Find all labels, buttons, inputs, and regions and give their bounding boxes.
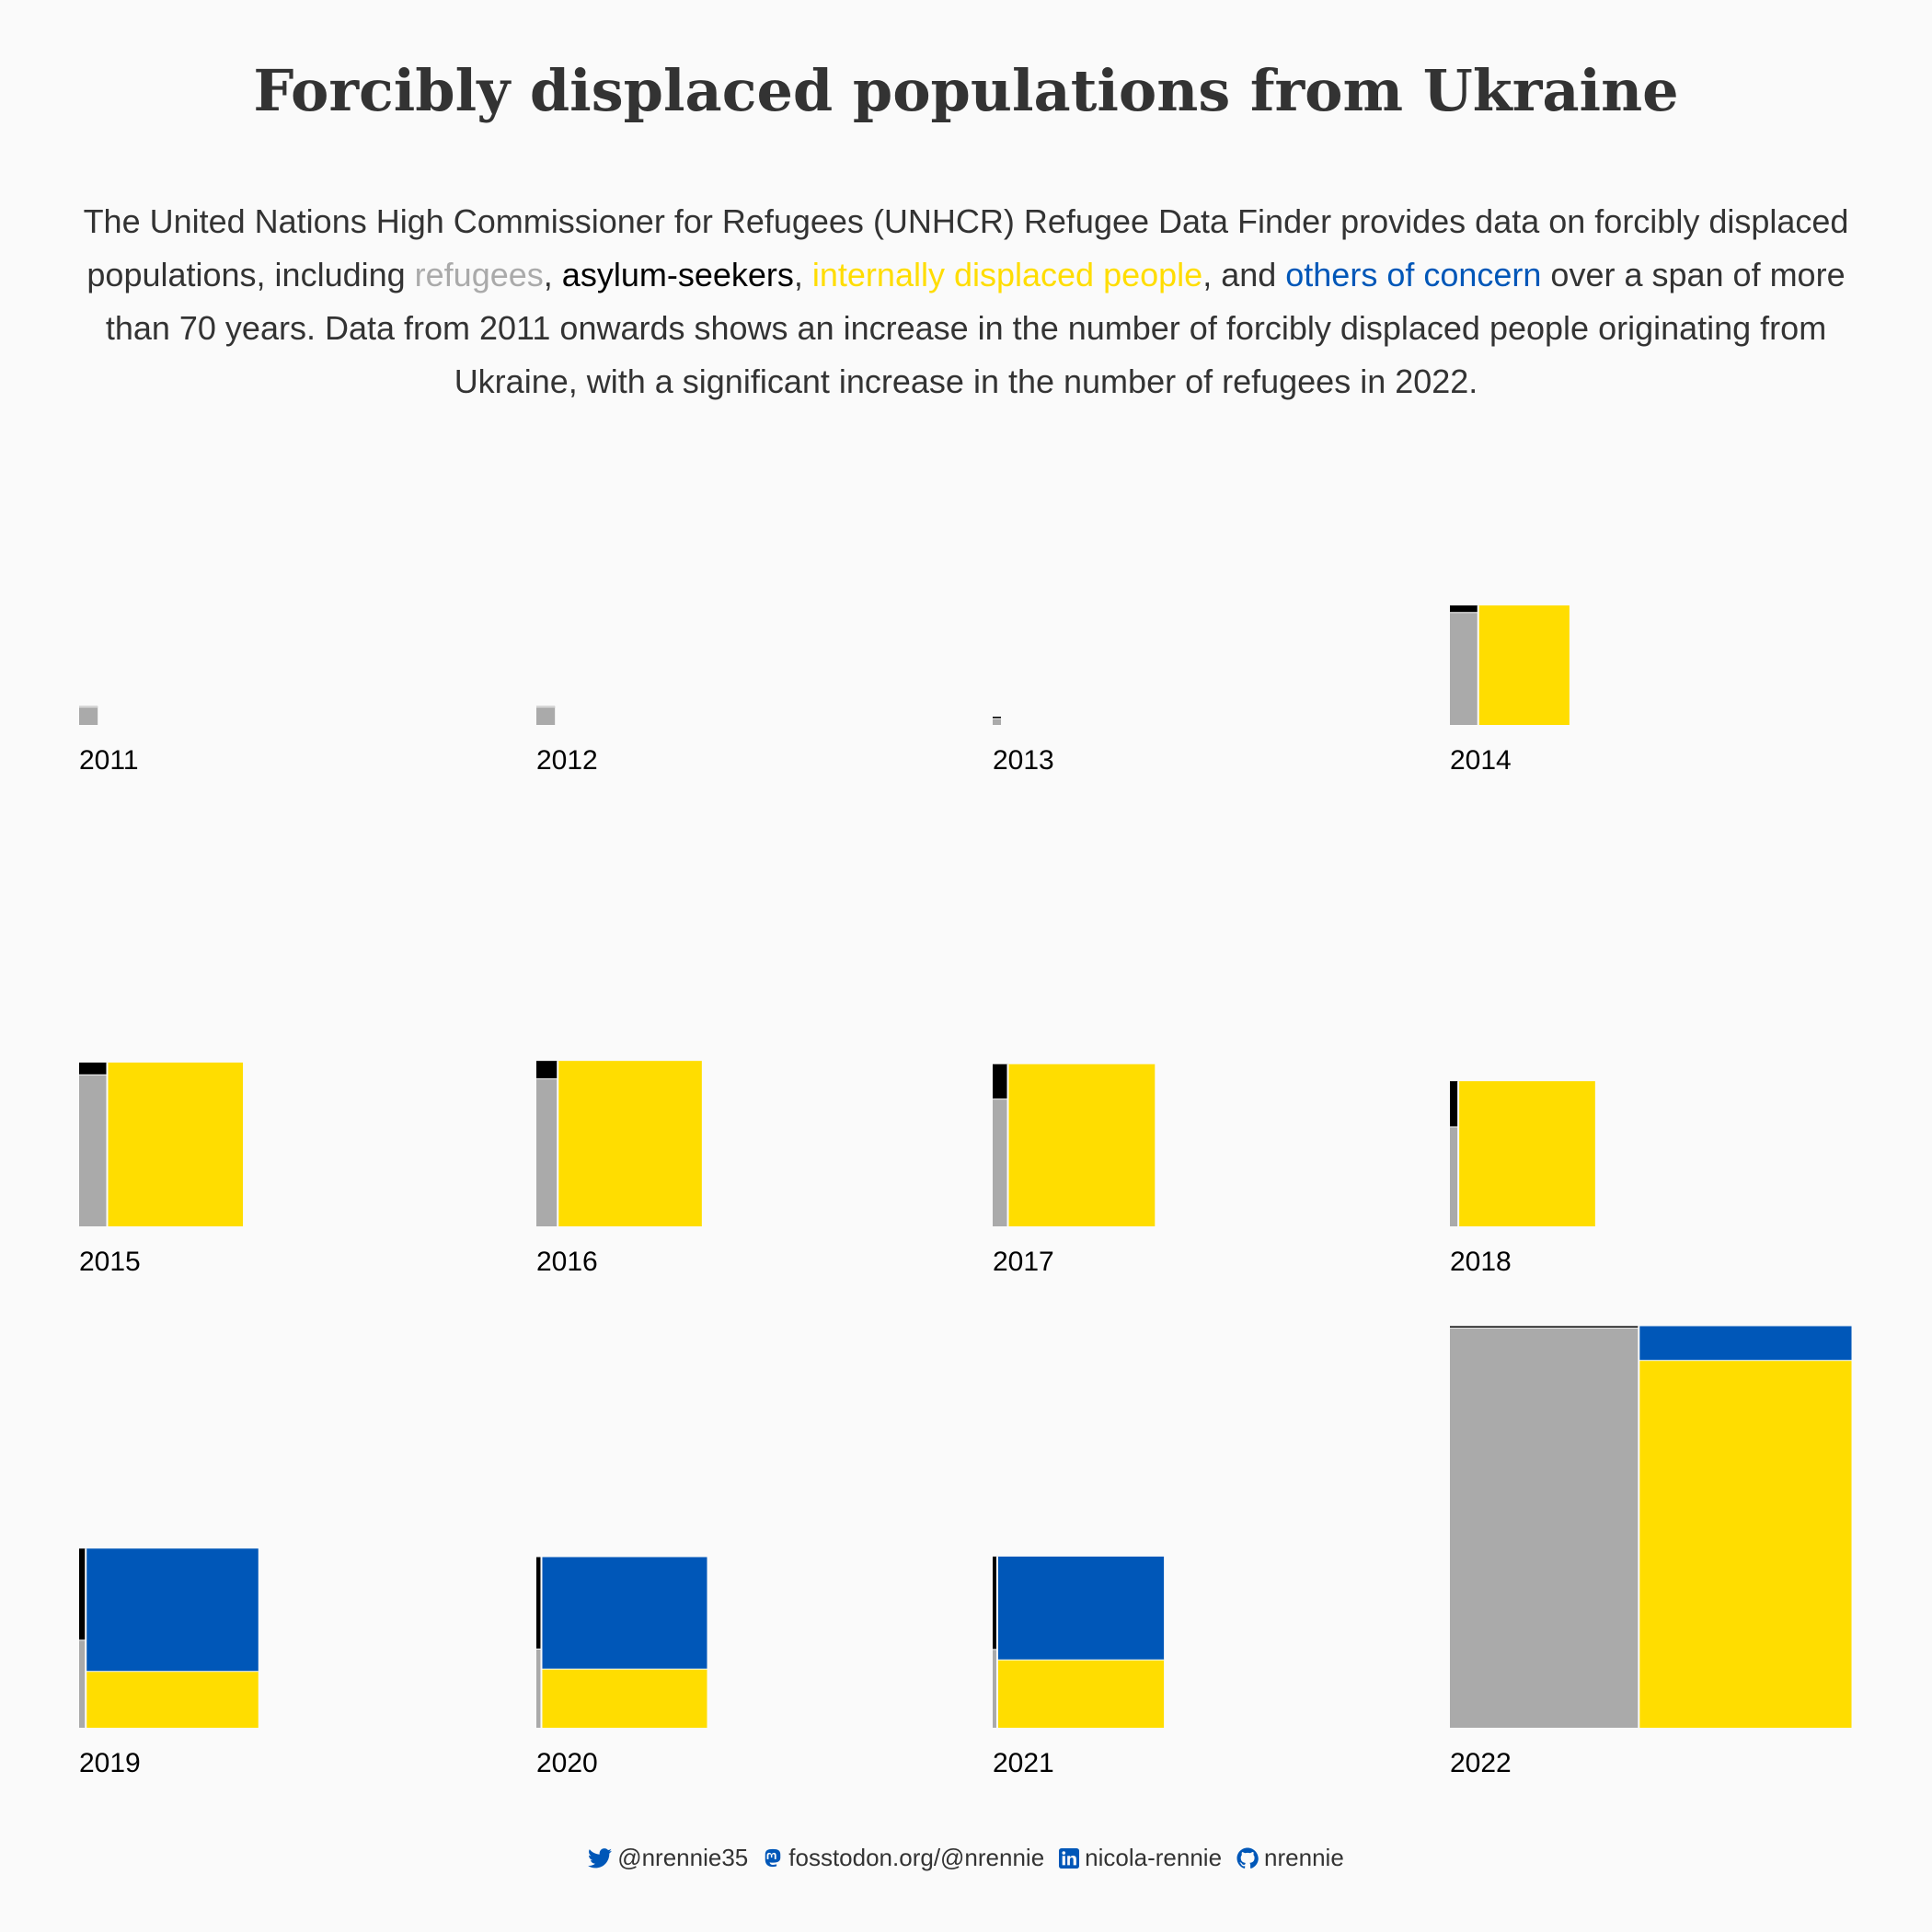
footer-twitter[interactable]: @nrennie35 (588, 1844, 748, 1872)
tile-divider-2019 (85, 1548, 87, 1728)
footer-github[interactable]: nrennie (1236, 1844, 1344, 1872)
tile-asylum-seekers-2018 (1450, 1081, 1459, 1127)
tile-asylum-seekers-2015 (79, 1062, 108, 1075)
year-label-2012: 2012 (536, 745, 598, 776)
tile-separator-b-2021 (996, 1659, 1165, 1661)
mastodon-icon (763, 1848, 783, 1869)
tile-asylum-seekers-2016 (536, 1061, 558, 1079)
tile-separator-b-2019 (86, 1671, 259, 1673)
tile-separator-2021 (993, 1649, 997, 1650)
tile-refugees-2013 (993, 719, 1002, 725)
subtitle-text-1: The United Nations High Commissioner for… (83, 202, 1849, 293)
tile-divider-2015 (106, 1062, 109, 1226)
tile-others-of-concern-2020 (541, 1557, 707, 1670)
subtitle-sep-3: , and (1202, 256, 1286, 293)
chart-title: Forcibly displaced populations from Ukra… (253, 57, 1679, 124)
tile-separator-2014 (1450, 612, 1478, 614)
tile-asylum-seekers-2017 (993, 1064, 1008, 1099)
footer-linkedin[interactable]: nicola-rennie (1059, 1844, 1222, 1872)
chart-subtitle: The United Nations High Commissioner for… (74, 195, 1858, 408)
tile-internally-displaced-people-2019 (86, 1671, 259, 1728)
tile-refugees-2021 (993, 1649, 997, 1728)
subtitle-text-2: over a span of more than 70 years. Data … (105, 256, 1846, 400)
tile-refugees-2012 (536, 707, 556, 725)
tile-refugees-2011 (79, 707, 98, 725)
footer-credits: @nrennie35 fosstodon.org/@nrennie nicola… (0, 1844, 1932, 1872)
tile-refugees-2015 (79, 1075, 108, 1226)
footer-mastodon[interactable]: fosstodon.org/@nrennie (763, 1844, 1044, 1872)
tile-others-of-concern-2019 (86, 1548, 259, 1672)
footer-mastodon-handle: fosstodon.org/@nrennie (788, 1844, 1045, 1871)
legend-others-of-concern: others of concern (1285, 256, 1542, 293)
year-label-2019: 2019 (79, 1748, 141, 1778)
tile-divider-2017 (1006, 1064, 1009, 1226)
tile-refugees-2014 (1450, 612, 1478, 725)
year-label-2018: 2018 (1450, 1247, 1512, 1277)
year-label-2014: 2014 (1450, 745, 1512, 776)
tile-internally-displaced-people-2020 (541, 1669, 707, 1728)
subtitle-sep-1: , (543, 256, 562, 293)
tile-separator-2017 (993, 1098, 1008, 1100)
tile-refugees-2022 (1450, 1328, 1639, 1728)
tile-refugees-2016 (536, 1078, 558, 1226)
tile-separator-2020 (536, 1648, 542, 1650)
tile-separator-2016 (536, 1078, 558, 1080)
year-label-2011: 2011 (79, 745, 139, 776)
tile-internally-displaced-people-2017 (1007, 1064, 1156, 1226)
linkedin-icon (1059, 1847, 1080, 1869)
tile-internally-displaced-people-2015 (107, 1062, 244, 1226)
tile-refugees-2020 (536, 1649, 542, 1728)
tile-internally-displaced-people-2014 (1478, 605, 1570, 725)
tile-asylum-seekers-2022 (1450, 1326, 1639, 1328)
tile-divider-2014 (1477, 605, 1479, 725)
tile-divider-2018 (1457, 1081, 1460, 1226)
year-label-2015: 2015 (79, 1247, 141, 1277)
twitter-icon (588, 1847, 613, 1869)
legend-internally-displaced-people: internally displaced people (811, 256, 1203, 293)
year-label-2021: 2021 (993, 1748, 1054, 1778)
tile-internally-displaced-people-2022 (1639, 1360, 1852, 1728)
year-label-2013: 2013 (993, 745, 1054, 776)
tile-divider-2022 (1638, 1326, 1640, 1728)
tile-internally-displaced-people-2018 (1458, 1081, 1595, 1226)
github-icon (1236, 1847, 1259, 1869)
tile-asylum-seekers-2021 (993, 1556, 997, 1650)
footer-linkedin-handle: nicola-rennie (1085, 1844, 1223, 1871)
tile-refugees-2017 (993, 1098, 1008, 1226)
tile-divider-2021 (995, 1556, 998, 1728)
year-label-2022: 2022 (1450, 1748, 1512, 1778)
tile-separator-2019 (79, 1639, 86, 1641)
tile-divider-2016 (557, 1061, 559, 1226)
tile-asylum-seekers-2020 (536, 1557, 542, 1650)
year-label-2016: 2016 (536, 1247, 598, 1277)
footer-twitter-handle: @nrennie35 (617, 1844, 749, 1871)
tile-separator-2018 (1450, 1126, 1459, 1128)
footer-github-handle: nrennie (1264, 1844, 1344, 1871)
legend-refugees: refugees (414, 256, 544, 293)
tile-internally-displaced-people-2021 (996, 1660, 1165, 1728)
legend-asylum-seekers: asylum-seekers (561, 256, 794, 293)
subtitle-sep-2: , (793, 256, 812, 293)
year-label-2020: 2020 (536, 1748, 598, 1778)
tile-asylum-seekers-2013 (993, 716, 1002, 719)
tile-refugees-2019 (79, 1639, 86, 1728)
tile-refugees-2018 (1450, 1126, 1459, 1226)
tile-others-of-concern-2021 (996, 1556, 1165, 1661)
tile-asylum-seekers-2019 (79, 1548, 86, 1640)
tile-asylum-seekers-2014 (1450, 605, 1478, 613)
year-label-2017: 2017 (993, 1247, 1054, 1277)
tile-separator-b-2020 (541, 1668, 707, 1670)
tile-separator-b-2022 (1639, 1360, 1852, 1362)
tile-divider-2020 (540, 1557, 543, 1728)
tile-others-of-concern-2022 (1639, 1326, 1852, 1361)
tile-internally-displaced-people-2016 (558, 1061, 702, 1226)
